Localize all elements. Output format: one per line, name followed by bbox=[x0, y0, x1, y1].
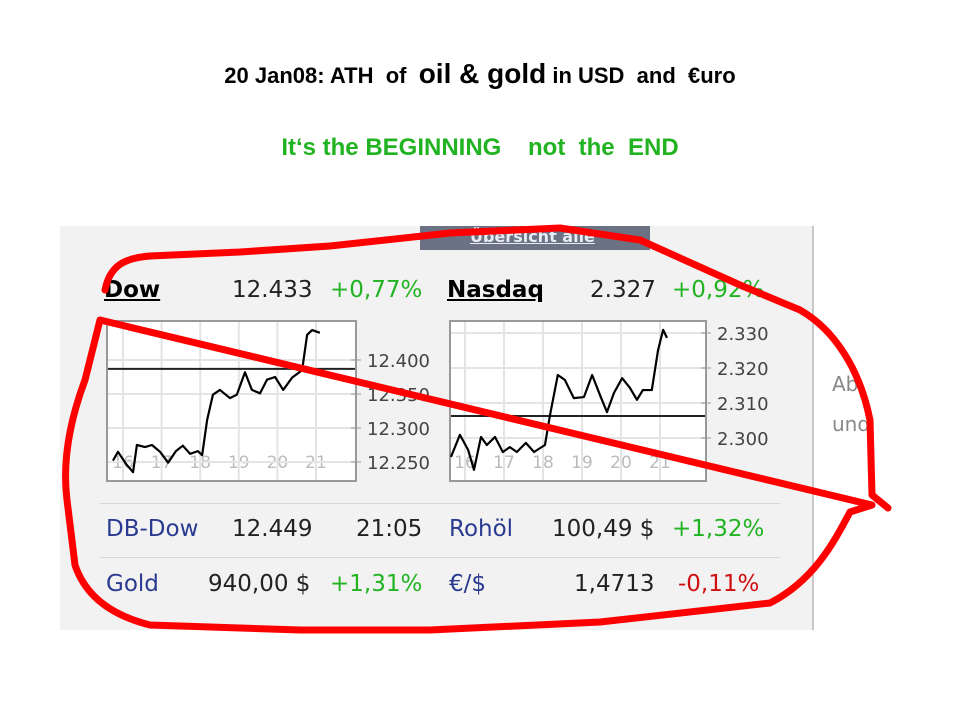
x-tick-label: 17 bbox=[493, 453, 515, 473]
y-tick-label: 2.320 bbox=[717, 359, 769, 380]
side-panel: Ab und bbox=[812, 226, 894, 630]
y-tick-label: 12.400 bbox=[367, 351, 430, 372]
eurusd-change: -0,11% bbox=[678, 571, 760, 597]
eurusd-link[interactable]: €/$ bbox=[449, 571, 487, 597]
price-line-series bbox=[112, 328, 321, 474]
divider bbox=[100, 503, 780, 504]
nasdaq-value: 2.327 bbox=[590, 277, 656, 303]
red-circle-annotation bbox=[62, 224, 892, 634]
slide-subtitle: It‘s the BEGINNING not the END bbox=[281, 134, 679, 161]
title-part-3: in USD and €uro bbox=[546, 63, 736, 88]
db-dow-time: 21:05 bbox=[356, 516, 423, 542]
db-dow-value: 12.449 bbox=[232, 516, 313, 542]
title-part-1: 20 Jan08: ATH of bbox=[224, 63, 419, 88]
db-dow-link[interactable]: DB-Dow bbox=[106, 516, 199, 542]
title-part-2: oil & gold bbox=[418, 58, 547, 89]
x-tick-label: 19 bbox=[571, 453, 593, 473]
x-tick-label: 18 bbox=[532, 453, 554, 473]
dow-change: +0,77% bbox=[330, 277, 423, 303]
divider bbox=[100, 557, 780, 558]
eurusd-value: 1,4713 bbox=[574, 571, 655, 597]
nasdaq-link[interactable]: Nasdaq bbox=[447, 277, 544, 303]
dow-link[interactable]: Dow bbox=[104, 277, 161, 303]
slide-title: 20 Jan08: ATH of oil & gold in USD and €… bbox=[0, 58, 960, 90]
price-line-series bbox=[449, 328, 669, 471]
y-tick-label: 2.310 bbox=[717, 394, 769, 415]
y-tick-label: 2.330 bbox=[717, 324, 769, 345]
gold-value: 940,00 $ bbox=[208, 571, 311, 597]
gold-change: +1,31% bbox=[330, 571, 423, 597]
y-tick-label: 12.250 bbox=[367, 453, 430, 474]
plot-area bbox=[106, 320, 357, 482]
y-tick-label: 12.300 bbox=[367, 419, 430, 440]
x-tick-label: 20 bbox=[610, 453, 632, 473]
dow-value: 12.433 bbox=[232, 277, 313, 303]
gold-link[interactable]: Gold bbox=[106, 571, 159, 597]
side-text-2: und bbox=[832, 412, 871, 436]
oil-link[interactable]: Rohöl bbox=[449, 516, 514, 542]
y-tick-label: 2.300 bbox=[717, 429, 769, 450]
oil-value: 100,49 $ bbox=[552, 516, 655, 542]
oil-change: +1,32% bbox=[672, 516, 765, 542]
